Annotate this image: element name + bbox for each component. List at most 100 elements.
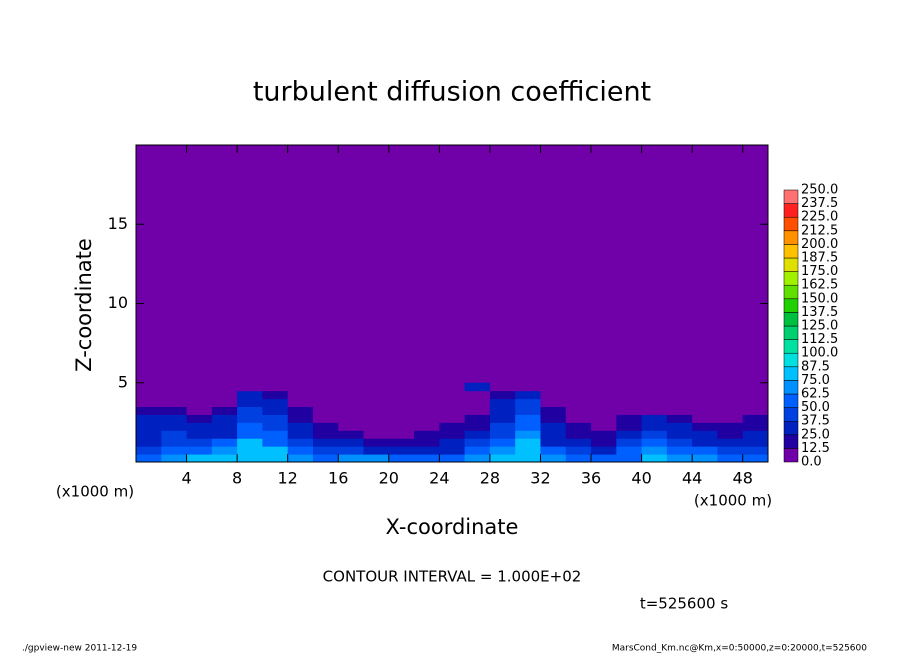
field-cell — [237, 454, 263, 463]
colorbar-label: 62.5 — [801, 387, 830, 402]
field-cell — [515, 382, 541, 392]
field-cell — [161, 390, 188, 400]
footer-right: MarsCond_Km.nc@Km,x=0:50000,z=0:20000,t=… — [612, 644, 867, 654]
field-cell — [338, 454, 365, 463]
field-cell — [515, 390, 541, 400]
field-cell — [262, 430, 289, 439]
colorbar-label: 112.5 — [801, 332, 838, 347]
colorbar-box — [783, 366, 799, 381]
field-cell — [161, 438, 188, 447]
field-cell — [540, 438, 567, 447]
field-cell — [211, 390, 238, 400]
field-cell — [666, 382, 693, 392]
footer-left: ./gpview-new 2011-12-19 — [22, 644, 137, 654]
x-tick-label: 20 — [379, 469, 399, 488]
colorbar-label: 175.0 — [801, 264, 838, 279]
field-cell — [338, 398, 365, 408]
field-cell — [717, 446, 744, 455]
field-cell — [540, 422, 567, 431]
field-cell — [262, 406, 289, 415]
field-cell — [717, 390, 744, 400]
field-cell — [287, 390, 314, 400]
field-cell — [439, 390, 466, 400]
field-cell — [717, 422, 744, 431]
field-cell — [439, 438, 466, 447]
field-cell — [161, 414, 188, 423]
field-cell — [641, 398, 668, 408]
colorbar-box — [783, 298, 799, 313]
field-cell — [262, 382, 289, 392]
field-cell — [211, 414, 238, 423]
colorbar-label: 25.0 — [801, 427, 830, 442]
field-cell — [464, 414, 491, 423]
field-cell — [262, 454, 289, 463]
field-cell — [464, 430, 491, 439]
colorbar-box — [783, 339, 799, 354]
field-cell — [641, 382, 668, 392]
field-cell — [591, 430, 617, 439]
field-cell — [540, 454, 567, 463]
field-cell — [641, 414, 668, 423]
field-cell — [338, 414, 365, 423]
field-cell — [287, 446, 314, 455]
colorbar-box — [783, 216, 799, 232]
field-cell — [136, 398, 162, 408]
field-cell — [287, 438, 314, 447]
field-cell — [363, 422, 390, 431]
field-cell — [565, 382, 592, 392]
field-cell — [565, 414, 592, 423]
field-cell — [388, 382, 415, 392]
field-cell — [414, 406, 440, 415]
field-cell — [742, 454, 769, 463]
field-cell — [388, 454, 415, 463]
x-tick-label: 40 — [631, 469, 651, 488]
field-cell — [161, 406, 188, 415]
field-cell — [692, 406, 718, 415]
field-cell — [136, 414, 162, 423]
field-cell — [692, 414, 718, 423]
y-tick-label: 5 — [118, 372, 128, 391]
colorbar-box — [783, 393, 799, 408]
field-cell — [414, 430, 440, 439]
colorbar-box — [783, 448, 799, 463]
field-cell — [312, 390, 339, 400]
field-cell — [666, 438, 693, 447]
field-cell — [136, 382, 162, 392]
field-cell — [388, 422, 415, 431]
field-cell — [312, 454, 339, 463]
field-cell — [312, 406, 339, 415]
colorbar-box — [783, 230, 799, 245]
field-cell — [591, 406, 617, 415]
field-cell — [439, 430, 466, 439]
field-cell — [692, 422, 718, 431]
field-cell — [211, 446, 238, 455]
field-cell — [287, 382, 314, 392]
field-cell — [464, 438, 491, 447]
field-cell — [692, 390, 718, 400]
field-cell — [565, 422, 592, 431]
colorbar-box — [783, 380, 799, 395]
field-cell — [186, 414, 213, 423]
field-cell — [414, 454, 440, 463]
x-tick-label: 4 — [181, 469, 191, 488]
field-cell — [414, 438, 440, 447]
field-cell — [540, 446, 567, 455]
field-cell — [312, 414, 339, 423]
colorbar-label: 200.0 — [801, 237, 838, 252]
field-cell — [489, 382, 516, 392]
field-cell — [591, 390, 617, 400]
chart-title: turbulent diffusion coefficient — [253, 77, 651, 108]
field-cell — [262, 414, 289, 423]
field-cell — [489, 454, 516, 463]
field-cell — [414, 422, 440, 431]
field-cell — [414, 446, 440, 455]
field-cell — [717, 430, 744, 439]
field-cell — [237, 446, 263, 455]
field-cell — [211, 382, 238, 392]
field-cell — [616, 446, 643, 455]
field-cell — [666, 454, 693, 463]
field-cell — [591, 438, 617, 447]
field-cell — [489, 422, 516, 431]
field-cell — [666, 398, 693, 408]
field-cell — [186, 382, 213, 392]
